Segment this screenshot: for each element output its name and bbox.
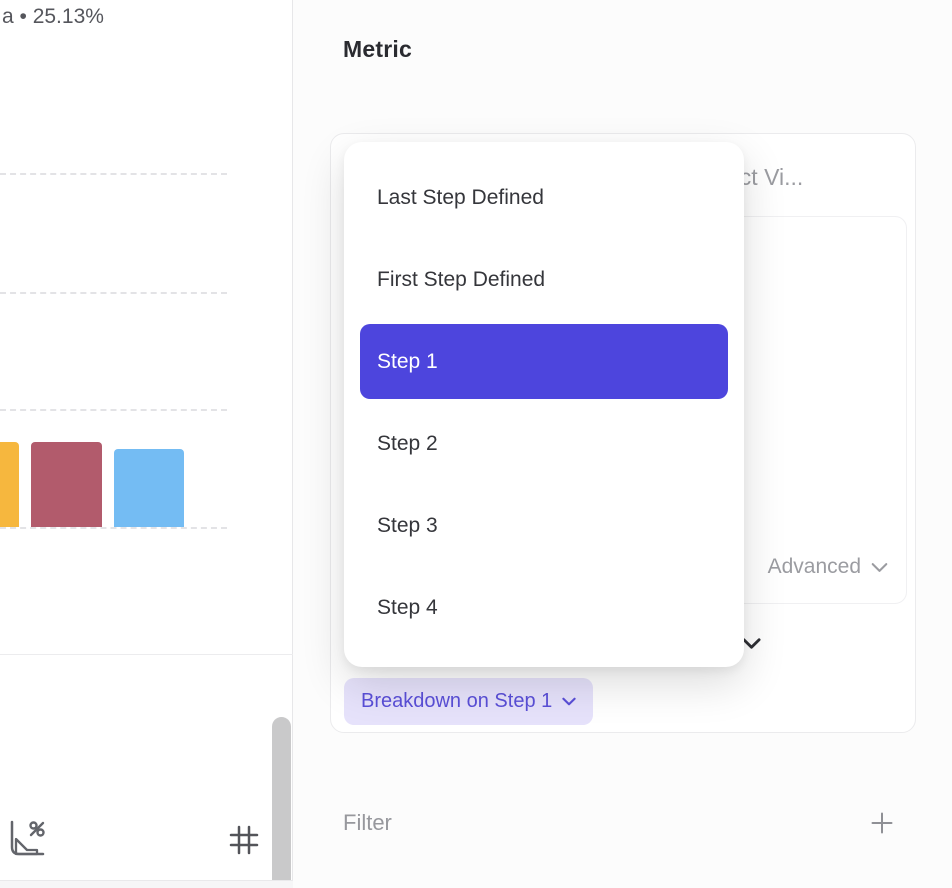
collapse-chevron-icon[interactable] — [742, 637, 761, 650]
section-title-filter: Filter — [343, 810, 392, 835]
gridline — [0, 292, 227, 294]
dropdown-option-selected[interactable]: Step 1 — [360, 324, 728, 399]
dropdown-option[interactable]: Step 3 — [377, 514, 438, 537]
chevron-down-icon — [562, 697, 576, 706]
funnel-bar-yellow[interactable] — [0, 442, 19, 527]
chart-panel: a • 25.13% — [0, 0, 293, 888]
legend-value-fragment: a • 25.13% — [2, 5, 104, 28]
gridline — [0, 173, 227, 175]
plus-icon — [871, 812, 893, 834]
divider — [0, 654, 293, 655]
breakdown-pill-label: Breakdown on Step 1 — [361, 690, 553, 712]
add-filter-button[interactable] — [868, 809, 896, 837]
dropdown-option[interactable]: First Step Defined — [377, 268, 546, 291]
breakdown-on-step-button[interactable]: Breakdown on Step 1 — [344, 678, 594, 725]
gridline — [0, 409, 227, 411]
conversion-chart-icon[interactable] — [8, 818, 46, 860]
dropdown-option[interactable]: Step 4 — [377, 596, 438, 619]
funnel-bar-blue[interactable] — [114, 449, 184, 527]
dropdown-option[interactable]: Last Step Defined — [377, 186, 544, 209]
gridline-baseline — [0, 527, 227, 529]
dropdown-option[interactable]: Step 2 — [377, 432, 438, 455]
step-select-dropdown: Last Step Defined First Step Defined Step … — [344, 142, 744, 667]
funnel-bar-red[interactable] — [31, 442, 102, 527]
panel-bottom-edge — [0, 880, 293, 888]
advanced-toggle[interactable]: Advanced — [768, 555, 888, 579]
chevron-down-icon — [871, 562, 888, 572]
number-grid-icon[interactable] — [228, 824, 260, 856]
advanced-label: Advanced — [767, 555, 861, 578]
vertical-scrollbar-thumb[interactable] — [272, 717, 291, 888]
metric-settings-panel: Metric uct Vi... Advanced Breakdown on S… — [293, 0, 952, 888]
section-title-metric: Metric — [343, 36, 412, 62]
